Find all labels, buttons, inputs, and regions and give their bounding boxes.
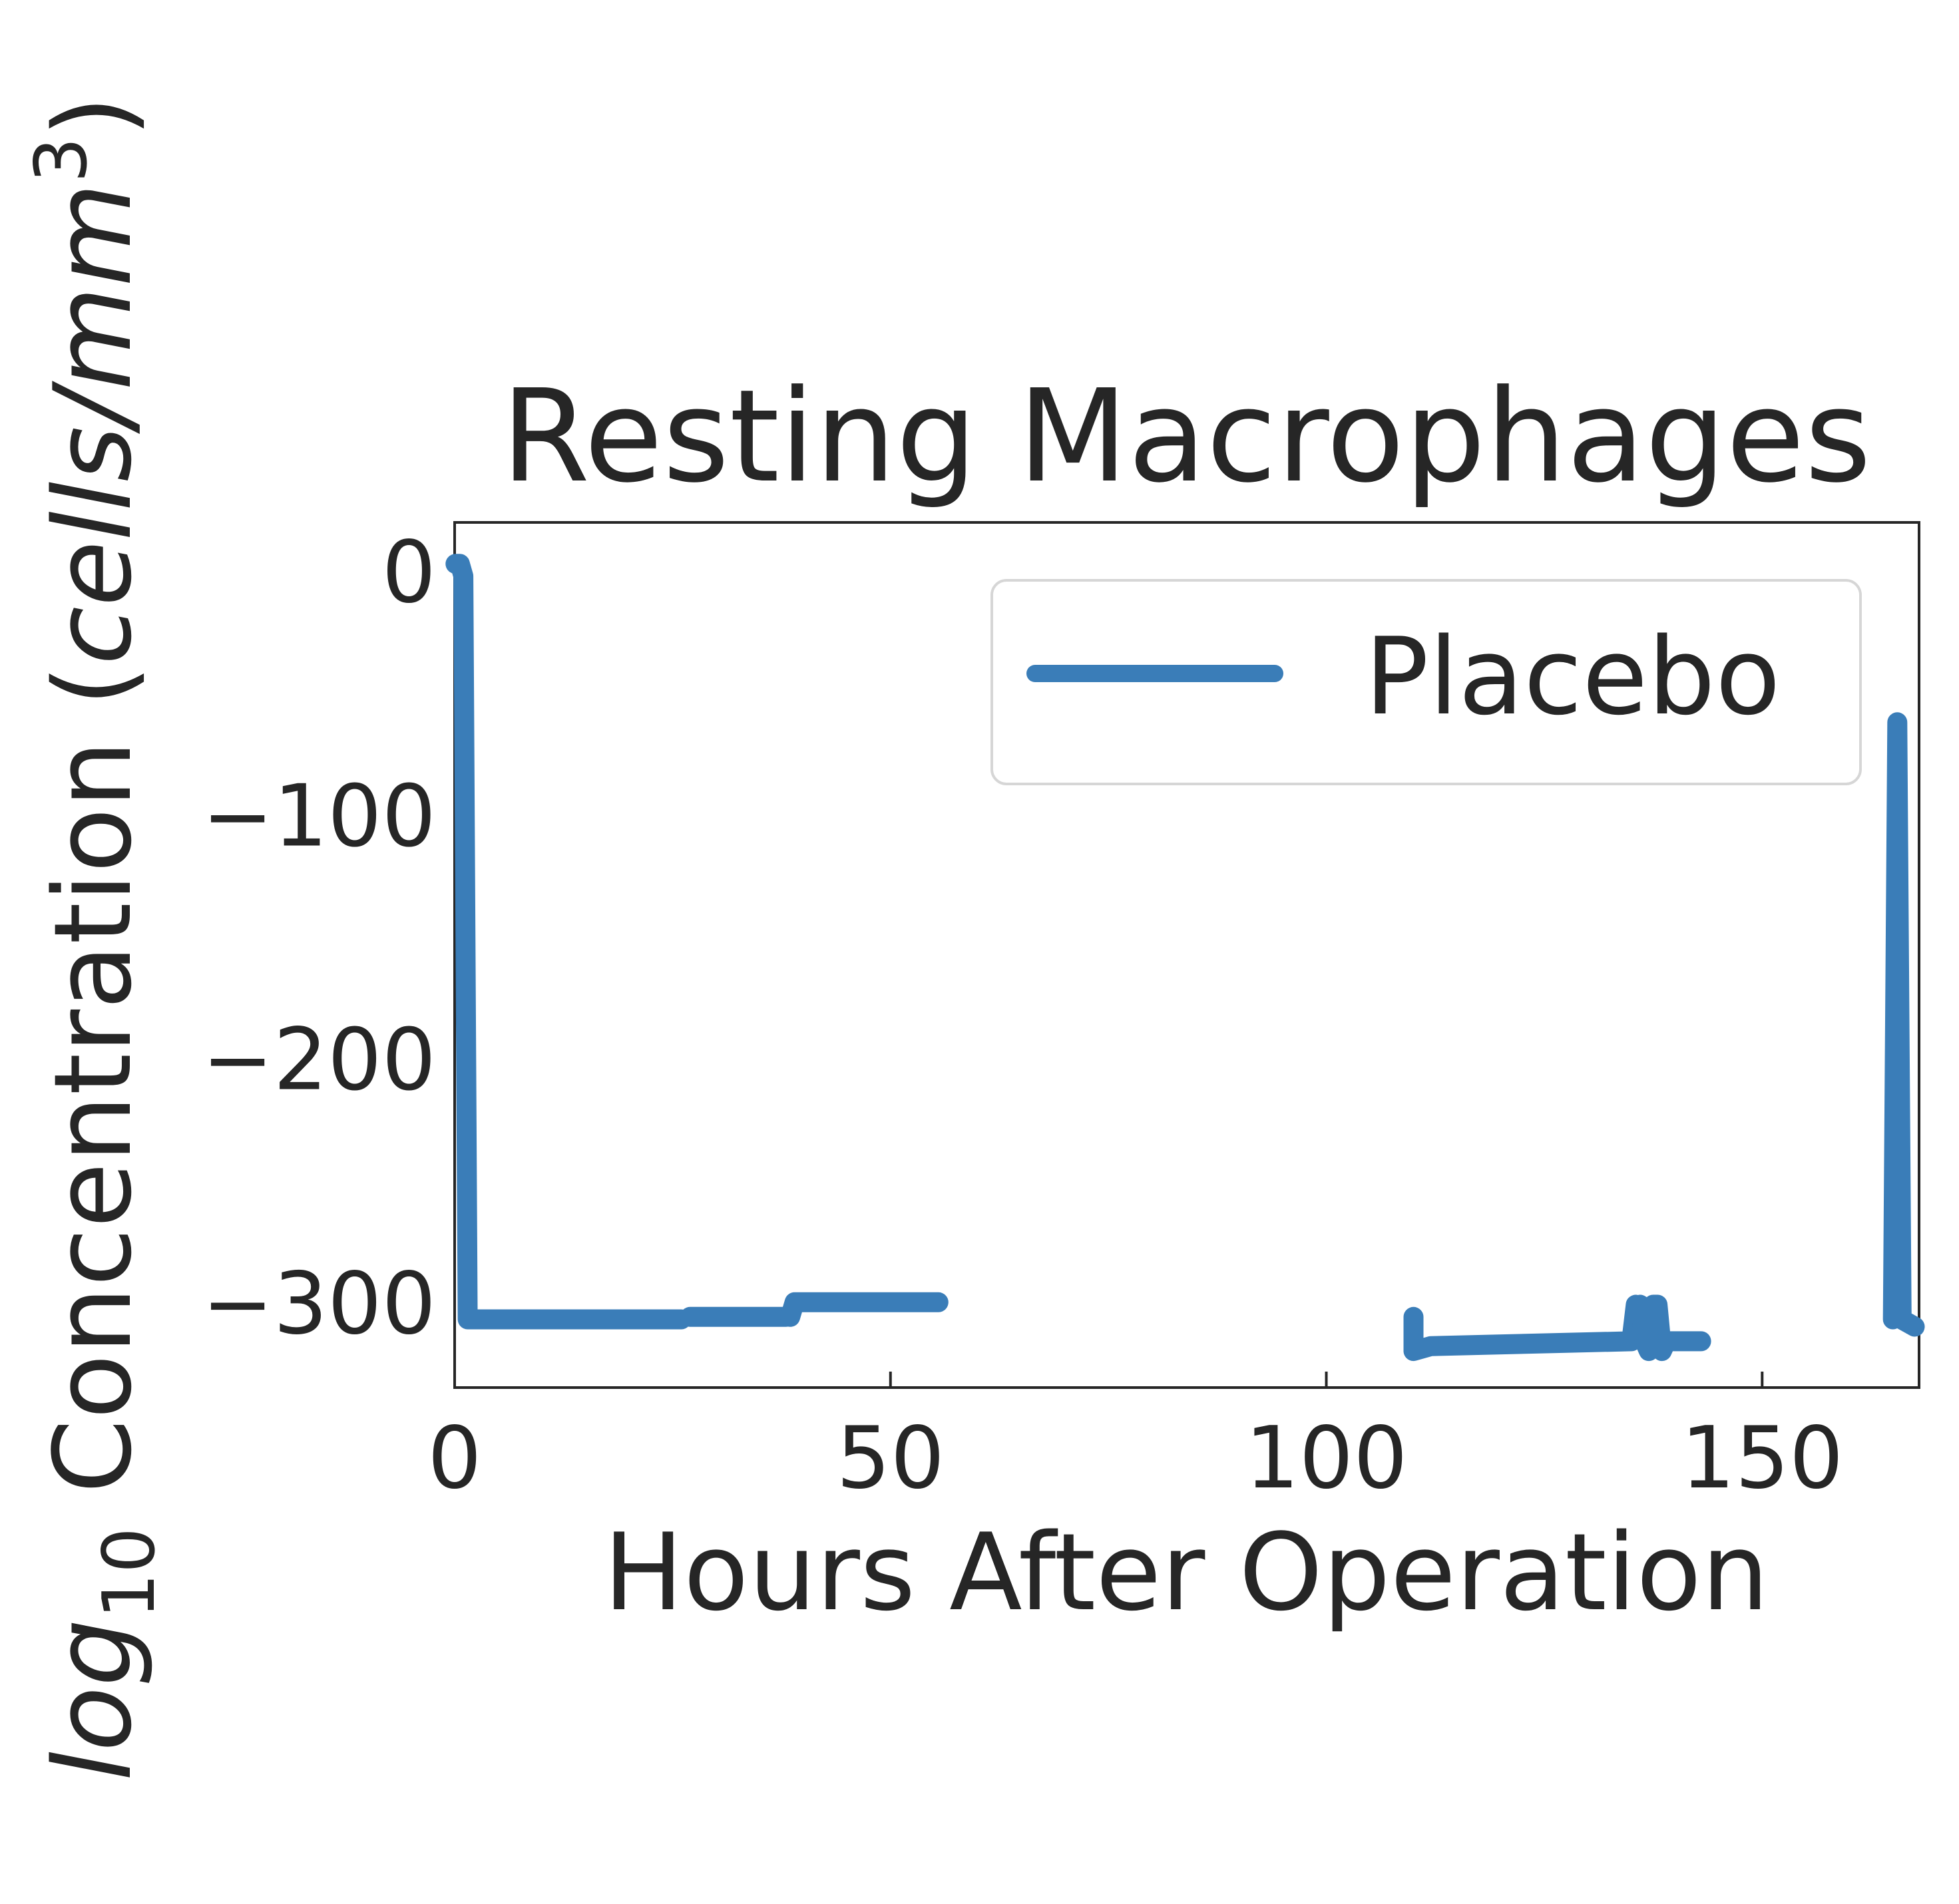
axis-ticks: 0 50 100 150 0 −100 −200 −300 — [202, 523, 1843, 1508]
series-line-placebo — [780, 1292, 949, 1327]
legend: Placebo — [990, 579, 1862, 785]
x-axis-label: Hours After Operation — [604, 1510, 1769, 1634]
y-label-prefix: log — [31, 1618, 155, 1781]
legend-box — [990, 579, 1862, 785]
y-label-middle: Concentration ( — [31, 665, 155, 1527]
x-tick-label: 100 — [1245, 1409, 1407, 1508]
series-layer — [445, 554, 1925, 1362]
series-line-placebo — [1882, 712, 1925, 1337]
y-tick-label: −200 — [202, 1011, 436, 1110]
svg-text:log10 Concentration (cells/mm3: log10 Concentration (cells/mm3) — [20, 96, 171, 1782]
y-label-suffix: ) — [31, 96, 155, 137]
series-line-placebo — [1630, 1294, 1711, 1362]
x-tick-label: 50 — [836, 1409, 945, 1508]
y-axis-label: log10 Concentration (cells/mm3) — [20, 96, 171, 1782]
y-label-unit: cells/mm — [31, 183, 155, 665]
y-tick-label: −300 — [202, 1254, 436, 1354]
y-tick-label: 0 — [382, 523, 436, 622]
x-tick-label: 0 — [427, 1409, 481, 1508]
y-tick-label: −100 — [202, 767, 436, 866]
y-label-exponent: 3 — [20, 137, 103, 183]
series-line-placebo — [1403, 1294, 1646, 1362]
y-label-subscript: 10 — [88, 1527, 171, 1618]
chart-title: Resting Macrophages — [501, 363, 1871, 511]
legend-label-placebo: Placebo — [1365, 614, 1781, 739]
series-line-placebo — [445, 554, 692, 1330]
x-tick-label: 150 — [1681, 1409, 1843, 1508]
